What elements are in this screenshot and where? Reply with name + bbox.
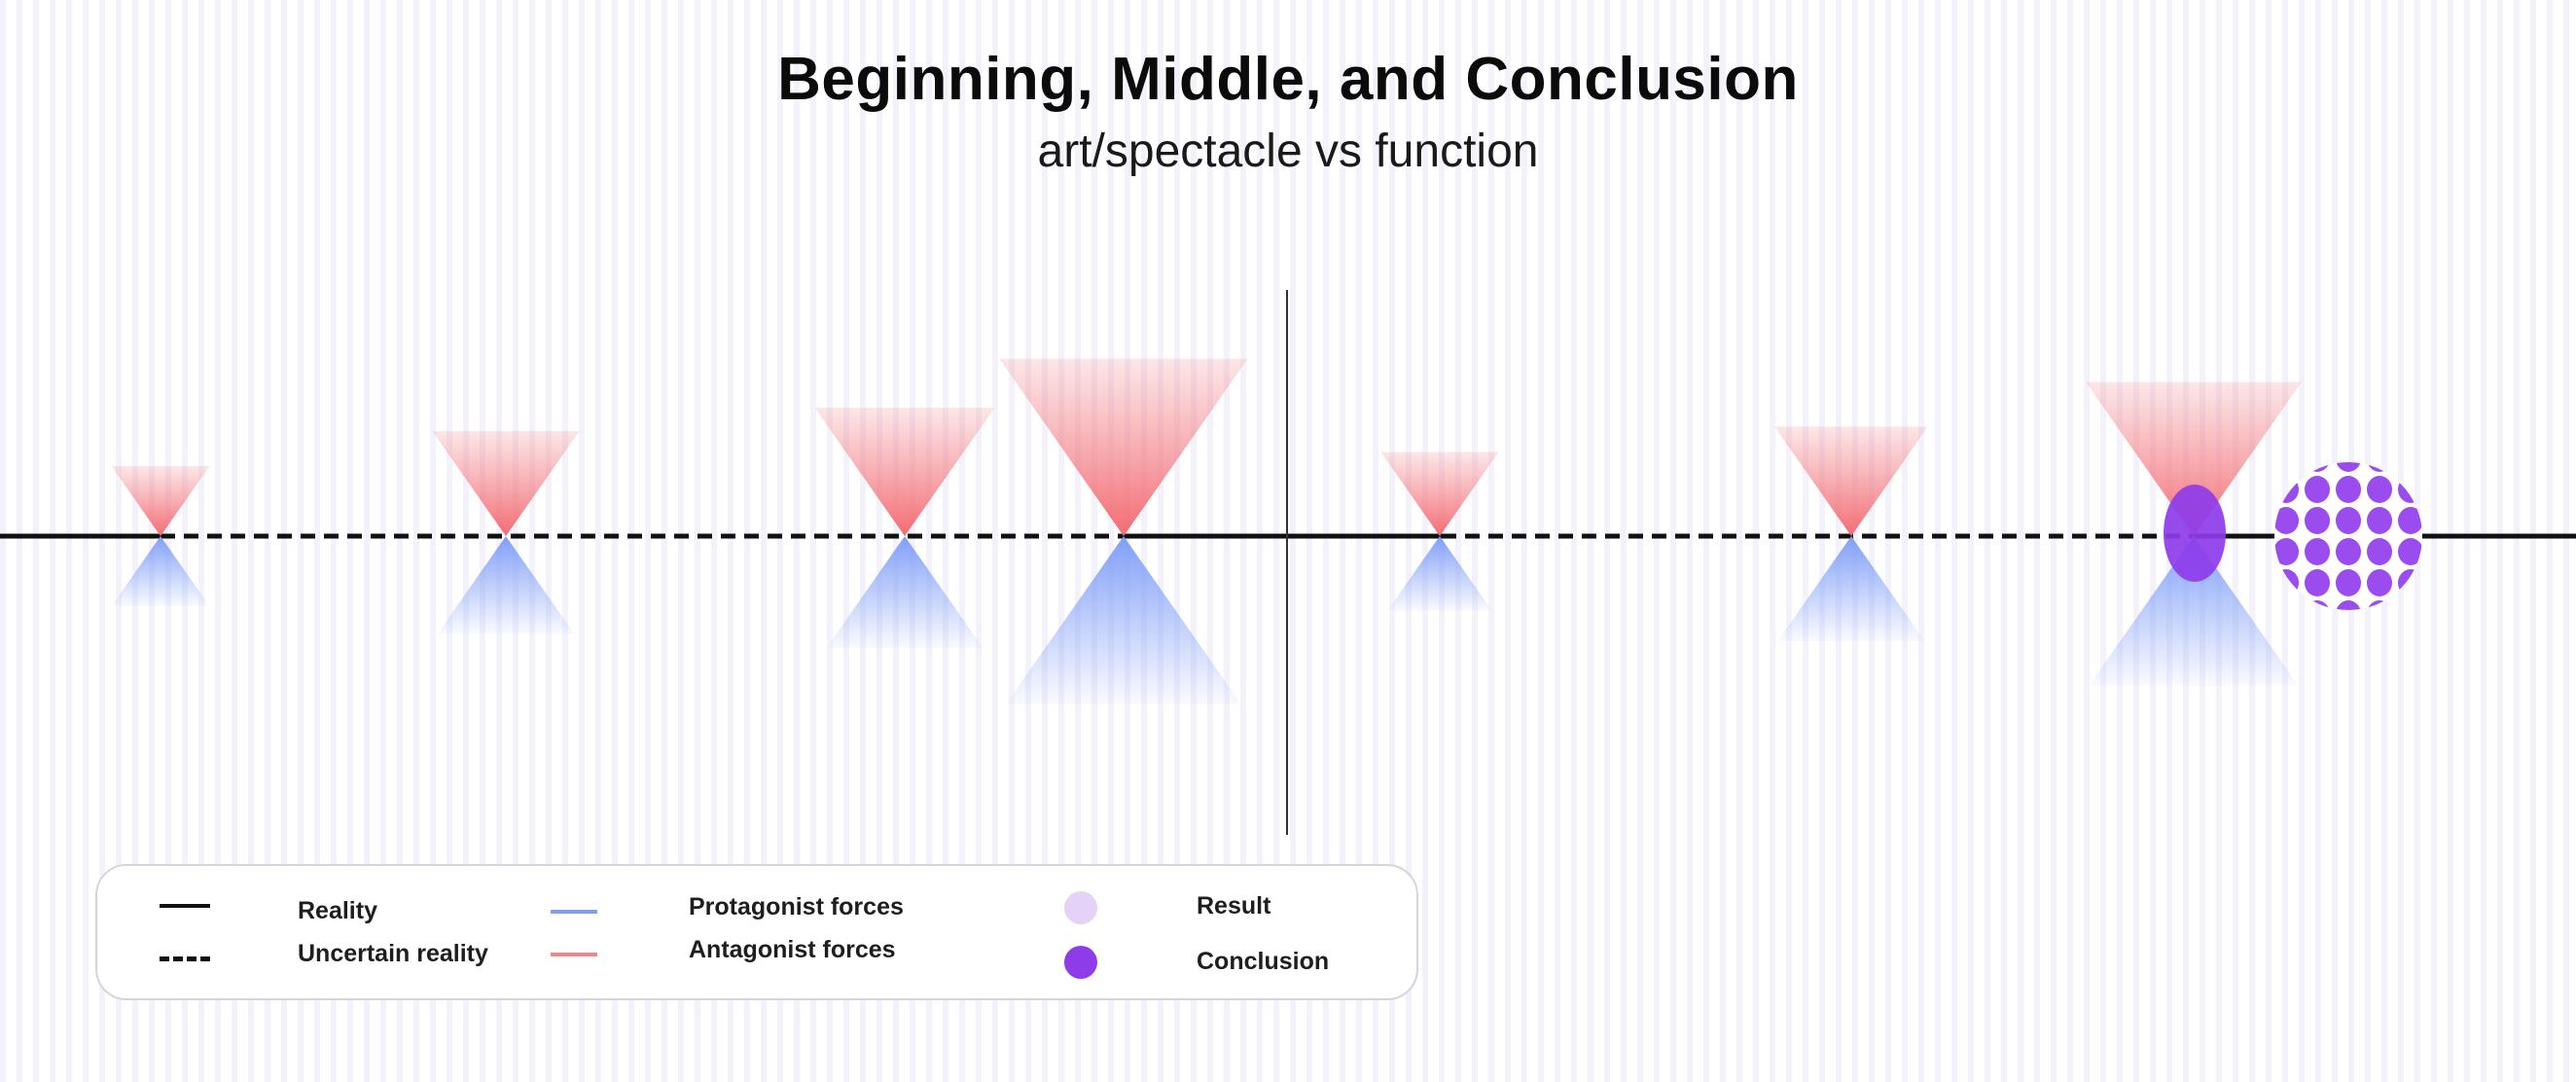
legend-result-swatch <box>1064 891 1097 924</box>
result-dot <box>2305 414 2330 441</box>
result-dot <box>2274 476 2299 503</box>
protagonist-force-cone <box>437 536 575 634</box>
result-cluster <box>2242 414 2454 628</box>
result-dot <box>2336 507 2361 534</box>
force-cones <box>111 358 2302 704</box>
legend-result-label: Result <box>1197 892 1271 920</box>
result-dot <box>2336 462 2361 472</box>
result-dot <box>2367 462 2392 472</box>
result-dot <box>2367 414 2392 441</box>
legend-antagonist-swatch <box>551 953 597 956</box>
result-dot <box>2305 569 2330 596</box>
legend-protagonist-label: Protagonist forces <box>689 893 904 920</box>
result-dot <box>2305 462 2330 472</box>
result-dot <box>2429 414 2454 441</box>
antagonist-force-cone <box>814 408 995 536</box>
result-dot <box>2242 507 2268 534</box>
result-dot <box>2367 538 2392 565</box>
result-dot <box>2274 569 2299 596</box>
result-dot <box>2274 600 2299 610</box>
result-dot <box>2336 538 2361 565</box>
antagonist-force-cone <box>432 431 580 536</box>
header: Beginning, Middle, and Conclusion art/sp… <box>0 39 2576 183</box>
result-dot <box>2336 569 2361 596</box>
protagonist-force-cone <box>2089 536 2299 686</box>
result-dot <box>2305 507 2330 534</box>
result-dot <box>2398 600 2422 610</box>
result-dot <box>2429 600 2454 628</box>
result-dot <box>2367 600 2392 610</box>
result-dot <box>2398 507 2422 534</box>
result-dot <box>2305 538 2330 565</box>
result-dot <box>2274 538 2299 565</box>
legend-conclusion-label: Conclusion <box>1197 948 1330 975</box>
result-dot <box>2305 476 2330 503</box>
antagonist-force-cone <box>111 466 210 536</box>
protagonist-force-cone <box>826 536 984 649</box>
legend-uncertain-reality-label: Uncertain reality <box>298 940 488 967</box>
result-dot <box>2336 476 2361 503</box>
legend: Reality Uncertain reality Protagonist fo… <box>95 864 1418 1000</box>
legend-antagonist-label: Antagonist forces <box>689 936 896 963</box>
result-dot <box>2367 476 2392 503</box>
page-subtitle: art/spectacle vs function <box>1037 126 1539 177</box>
antagonist-force-cone <box>2086 381 2302 536</box>
legend-conclusion-swatch <box>1064 946 1097 979</box>
legend-reality-swatch <box>160 904 210 908</box>
result-dot <box>2242 538 2268 565</box>
protagonist-force-cone <box>111 536 210 606</box>
result-dot <box>2398 462 2422 472</box>
legend-protagonist-swatch <box>551 910 597 914</box>
protagonist-force-cone <box>1777 536 1925 641</box>
result-dot <box>2336 414 2361 441</box>
result-dot <box>2429 569 2454 596</box>
protagonist-force-cone <box>1006 536 1241 704</box>
result-dot <box>2273 414 2299 441</box>
antagonist-force-cone <box>1774 426 1928 536</box>
protagonist-force-cone <box>1387 536 1492 611</box>
legend-reality-label: Reality <box>298 897 377 924</box>
legend-uncertain-reality-swatch <box>160 956 210 961</box>
result-dot <box>2429 476 2454 503</box>
result-dot <box>2305 600 2330 610</box>
result-dot <box>2398 569 2422 596</box>
page-title: Beginning, Middle, and Conclusion <box>777 46 1799 113</box>
result-dot <box>2429 507 2454 534</box>
result-dot <box>2274 507 2299 534</box>
result-dot <box>2429 538 2454 565</box>
result-dot <box>2398 414 2423 441</box>
antagonist-force-cone <box>1380 451 1499 536</box>
result-dot <box>2274 462 2299 472</box>
result-dot <box>2242 476 2268 503</box>
result-dot <box>2336 600 2361 610</box>
conclusion-marker <box>2164 485 2226 582</box>
result-dot <box>2367 507 2392 534</box>
antagonist-force-cone <box>999 358 1248 536</box>
result-dot <box>2398 538 2422 565</box>
result-dot <box>2398 476 2422 503</box>
result-dot <box>2242 569 2268 596</box>
result-dot <box>2429 445 2454 472</box>
result-dot <box>2367 569 2392 596</box>
